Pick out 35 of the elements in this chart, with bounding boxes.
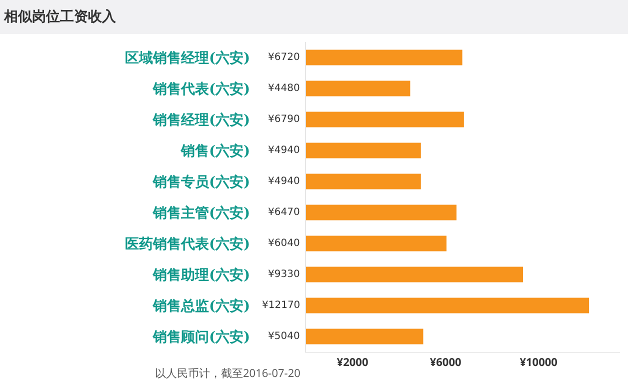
data-label: ¥6470 xyxy=(268,207,300,218)
y-tick-label: 销售经理(六安) xyxy=(152,111,250,128)
bar xyxy=(306,112,464,128)
data-label: ¥12170 xyxy=(262,300,300,311)
y-tick-label: 销售(六安) xyxy=(180,142,250,160)
data-label: ¥5040 xyxy=(268,331,300,342)
x-tick-label: ¥2000 xyxy=(336,355,368,370)
bar xyxy=(306,174,421,190)
bar xyxy=(306,298,590,314)
y-tick-label: 销售总监(六安) xyxy=(152,297,250,314)
y-tick-label: 区域销售经理(六安) xyxy=(124,49,250,66)
y-tick-label: 销售代表(六安) xyxy=(152,80,250,98)
bar xyxy=(306,204,456,220)
text: 以人民币计，截至2016-07-20 xyxy=(155,366,300,381)
y-tick-label: 销售助理(六安) xyxy=(152,266,250,284)
x-tick-label: ¥6000 xyxy=(430,355,462,370)
data-label: ¥4940 xyxy=(268,176,300,187)
x-tick-label: ¥10000 xyxy=(520,355,558,370)
bar xyxy=(306,142,421,158)
bar xyxy=(306,50,462,66)
y-tick-label: 销售专员(六安) xyxy=(152,173,250,190)
data-label: ¥6040 xyxy=(268,238,300,249)
data-label: ¥9330 xyxy=(268,269,300,280)
bar xyxy=(306,80,410,96)
bar xyxy=(306,236,446,252)
bar xyxy=(306,266,524,282)
y-tick-label: 销售主管(六安) xyxy=(152,204,250,222)
y-tick-label: 医药销售代表(六安) xyxy=(124,235,250,252)
bar xyxy=(306,328,424,344)
text: 相似岗位工资收入 xyxy=(0,0,628,34)
data-label: ¥6720 xyxy=(268,52,300,63)
data-label: ¥4480 xyxy=(268,83,300,94)
data-label: ¥6790 xyxy=(268,114,300,125)
data-label: ¥4940 xyxy=(268,145,300,156)
y-tick-label: 销售顾问(六安) xyxy=(152,328,250,346)
